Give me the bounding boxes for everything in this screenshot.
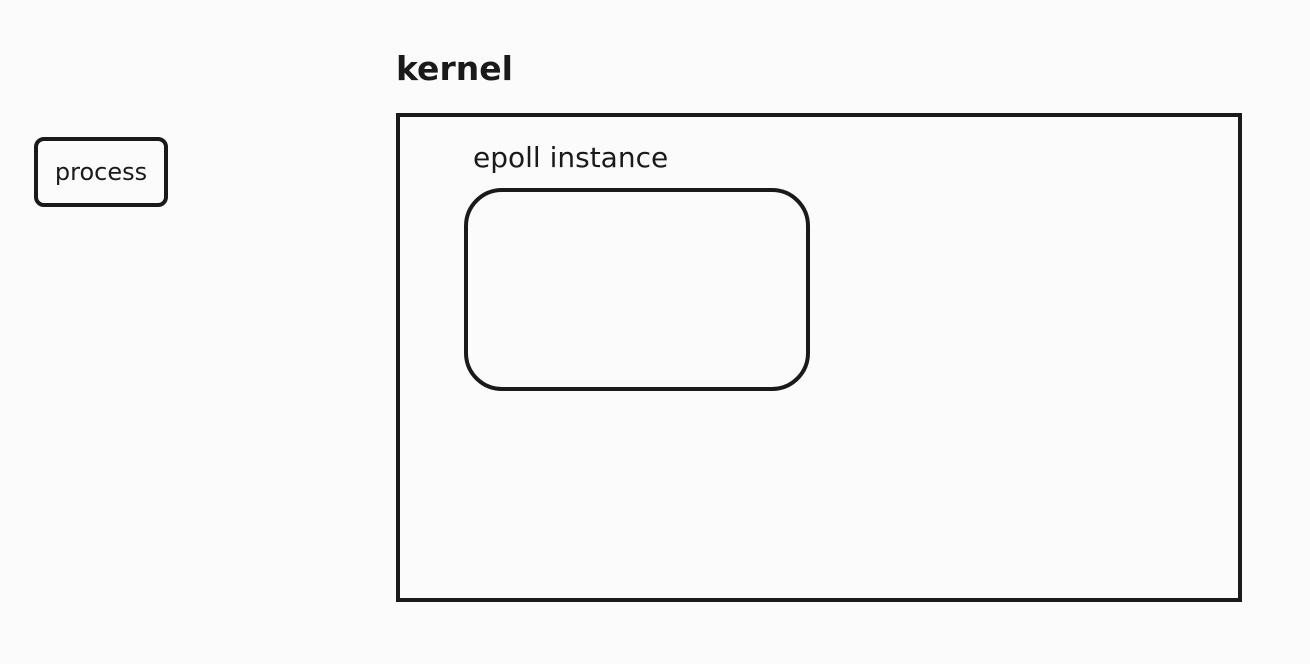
- process-node: process: [34, 137, 168, 207]
- kernel-container: [396, 113, 1242, 602]
- epoll-instance-label: epoll instance: [473, 141, 669, 174]
- epoll-instance-node: [464, 188, 810, 391]
- kernel-title: kernel: [396, 49, 513, 88]
- process-label: process: [54, 158, 148, 186]
